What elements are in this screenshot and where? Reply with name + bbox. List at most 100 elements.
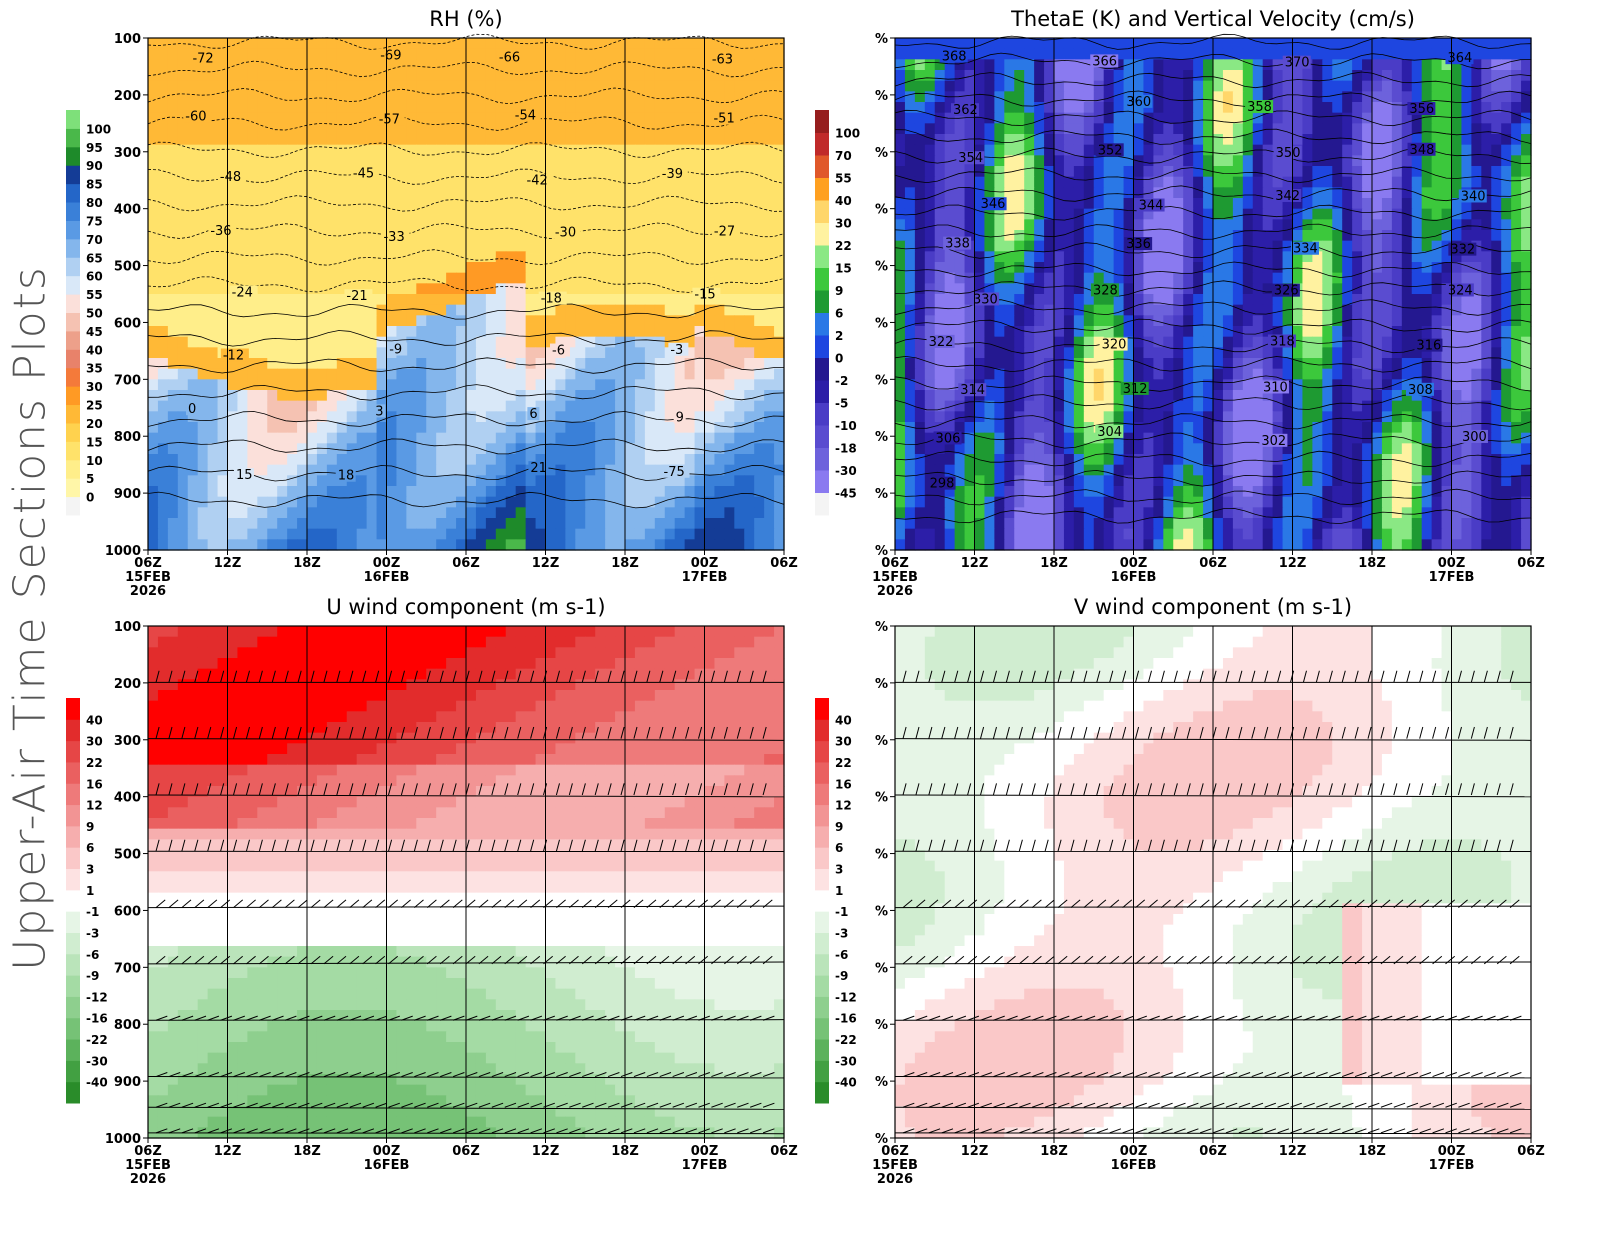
shade-cell bbox=[774, 70, 785, 82]
shade-cell bbox=[724, 123, 735, 135]
shade-cell bbox=[704, 336, 716, 348]
shade-cell bbox=[1252, 251, 1264, 263]
shade-cell bbox=[1441, 166, 1453, 178]
shade-cell bbox=[495, 251, 507, 263]
shade-cell bbox=[984, 283, 995, 295]
shade-cell bbox=[1103, 166, 1115, 178]
shade-cell bbox=[565, 443, 576, 455]
shade-cell bbox=[595, 422, 606, 434]
shade-cell bbox=[336, 454, 348, 466]
shade-cell bbox=[644, 48, 656, 60]
shade-cell bbox=[1113, 240, 1125, 252]
shade-cell bbox=[197, 368, 209, 380]
shade-cell bbox=[1501, 48, 1512, 60]
shade-cell bbox=[416, 486, 427, 498]
shade-cell bbox=[1282, 91, 1294, 103]
shade-cell bbox=[1123, 219, 1135, 231]
shade-cell bbox=[217, 475, 229, 487]
shade-cell bbox=[1004, 176, 1015, 188]
shade-cell bbox=[485, 208, 497, 220]
shade-cell bbox=[674, 400, 686, 412]
shade-cell bbox=[167, 294, 179, 306]
shade-cell bbox=[366, 507, 378, 519]
shade-cell bbox=[555, 91, 566, 103]
shade-cell bbox=[326, 528, 338, 540]
shade-cell bbox=[654, 368, 666, 380]
shade-cell bbox=[895, 326, 906, 338]
shade-cell bbox=[625, 486, 636, 498]
shade-cell bbox=[535, 59, 547, 71]
shade-cell bbox=[914, 251, 926, 263]
shade-cell bbox=[684, 496, 696, 508]
contour-label: 3 bbox=[375, 404, 383, 419]
shade-cell bbox=[167, 219, 179, 231]
shade-cell bbox=[287, 208, 298, 220]
shade-cell bbox=[535, 219, 547, 231]
shade-cell bbox=[625, 144, 636, 156]
shade-cell bbox=[525, 475, 537, 487]
contour-label-bg bbox=[711, 224, 740, 238]
shade-cell bbox=[287, 336, 298, 348]
shade-cell bbox=[316, 176, 328, 188]
shade-cell bbox=[237, 315, 248, 327]
shade-cell bbox=[924, 294, 936, 306]
shade-cell bbox=[1203, 38, 1214, 50]
shade-cell bbox=[1173, 251, 1184, 263]
shade-cell bbox=[436, 59, 447, 71]
shade-cell bbox=[297, 48, 308, 60]
shade-cell bbox=[316, 294, 328, 306]
shade-cell bbox=[974, 187, 986, 199]
shade-cell bbox=[1143, 219, 1154, 231]
shade-cell bbox=[1411, 59, 1423, 71]
shade-cell bbox=[904, 230, 916, 242]
shade-cell bbox=[525, 134, 537, 146]
shade-cell bbox=[545, 144, 557, 156]
shade-cell bbox=[1451, 304, 1463, 316]
shade-cell bbox=[954, 38, 966, 50]
shade-cell bbox=[974, 123, 986, 135]
shade-cell bbox=[505, 166, 517, 178]
shade-cell bbox=[1471, 155, 1482, 167]
shade-cell bbox=[366, 443, 378, 455]
shade-cell bbox=[895, 187, 906, 199]
shade-cell bbox=[754, 59, 765, 71]
shade-cell bbox=[227, 70, 239, 82]
shade-cell bbox=[316, 70, 328, 82]
shade-cell bbox=[1451, 166, 1463, 178]
shade-cell bbox=[1063, 208, 1075, 220]
shade-cell bbox=[277, 59, 288, 71]
shade-cell bbox=[734, 347, 745, 359]
shade-cell bbox=[1401, 70, 1413, 82]
shade-cell bbox=[148, 176, 159, 188]
shade-cell bbox=[1401, 123, 1413, 135]
shade-cell bbox=[148, 400, 159, 412]
shade-cell bbox=[1381, 112, 1393, 124]
shade-cell bbox=[247, 486, 258, 498]
shade-cell bbox=[1004, 123, 1015, 135]
shade-cell bbox=[436, 262, 447, 274]
shade-cell bbox=[167, 48, 179, 60]
shade-cell bbox=[1421, 240, 1433, 252]
shade-cell bbox=[754, 400, 765, 412]
shade-cell bbox=[237, 219, 248, 231]
shade-cell bbox=[1372, 166, 1383, 178]
shade-cell bbox=[416, 262, 427, 274]
shade-cell bbox=[1292, 272, 1304, 284]
shade-cell bbox=[575, 123, 586, 135]
shade-cell bbox=[974, 315, 986, 327]
shade-cell bbox=[1073, 134, 1085, 146]
shade-cell bbox=[914, 91, 926, 103]
shade-cell bbox=[366, 48, 378, 60]
shade-cell bbox=[754, 454, 765, 466]
shade-cell bbox=[466, 486, 477, 498]
shade-cell bbox=[406, 379, 417, 391]
shade-cell bbox=[456, 400, 467, 412]
shade-cell bbox=[654, 283, 666, 295]
shade-cell bbox=[356, 134, 368, 146]
shade-cell bbox=[257, 272, 268, 284]
shade-cell bbox=[664, 358, 676, 370]
shade-cell bbox=[964, 219, 976, 231]
shade-cell bbox=[684, 432, 696, 444]
shade-cell bbox=[684, 443, 696, 455]
shade-cell bbox=[615, 496, 626, 508]
